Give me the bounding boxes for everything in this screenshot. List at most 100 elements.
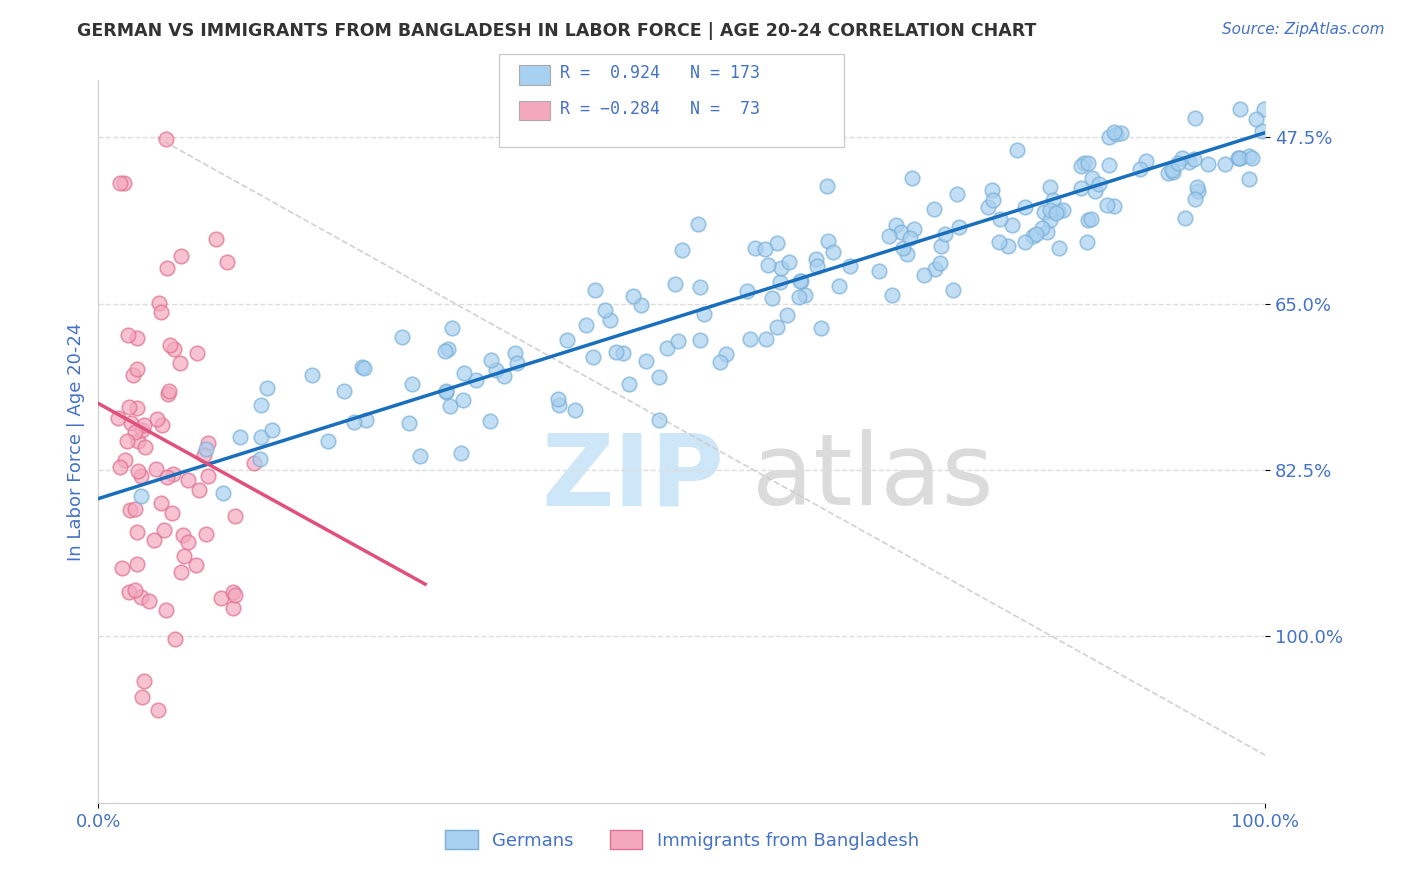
- Point: [1039, 179, 1062, 194]
- Text: R = −0.284   N =  73: R = −0.284 N = 73: [560, 100, 759, 118]
- Point: [1187, 184, 1209, 198]
- Point: [157, 384, 180, 399]
- Point: [1039, 213, 1062, 227]
- Point: [547, 398, 569, 412]
- Point: [131, 423, 153, 437]
- Point: [1088, 177, 1111, 191]
- Point: [738, 332, 761, 346]
- Point: [1070, 159, 1092, 173]
- Point: [343, 415, 366, 429]
- Point: [912, 268, 935, 283]
- Text: Source: ZipAtlas.com: Source: ZipAtlas.com: [1222, 22, 1385, 37]
- Point: [222, 600, 245, 615]
- Point: [1157, 166, 1180, 180]
- Point: [439, 400, 461, 414]
- Point: [450, 446, 472, 460]
- Point: [810, 321, 832, 335]
- Point: [350, 360, 373, 375]
- Point: [1080, 170, 1102, 185]
- Point: [453, 366, 475, 380]
- Point: [1052, 202, 1074, 217]
- Point: [621, 288, 644, 302]
- Point: [354, 413, 377, 427]
- Point: [222, 585, 245, 599]
- Text: GERMAN VS IMMIGRANTS FROM BANGLADESH IN LABOR FORCE | AGE 20-24 CORRELATION CHAR: GERMAN VS IMMIGRANTS FROM BANGLADESH IN …: [77, 22, 1036, 40]
- Point: [583, 283, 606, 297]
- Point: [689, 333, 711, 347]
- Point: [1084, 184, 1107, 198]
- Point: [1073, 155, 1095, 169]
- Point: [693, 307, 716, 321]
- Point: [890, 226, 912, 240]
- Point: [709, 355, 731, 369]
- Point: [197, 436, 219, 450]
- Point: [1161, 165, 1184, 179]
- Point: [138, 594, 160, 608]
- Point: [946, 186, 969, 201]
- Point: [896, 246, 918, 260]
- Point: [648, 413, 671, 427]
- Point: [689, 280, 711, 294]
- Point: [714, 347, 737, 361]
- Point: [787, 290, 810, 304]
- Point: [127, 464, 149, 478]
- Point: [898, 231, 921, 245]
- Point: [250, 399, 273, 413]
- Point: [122, 368, 145, 382]
- Point: [146, 411, 169, 425]
- Point: [756, 258, 779, 272]
- Point: [547, 392, 569, 406]
- Point: [131, 489, 153, 503]
- Point: [900, 171, 922, 186]
- Point: [884, 218, 907, 232]
- Point: [1237, 172, 1260, 186]
- Point: [582, 351, 605, 365]
- Point: [877, 228, 900, 243]
- Point: [170, 565, 193, 579]
- Point: [1005, 144, 1028, 158]
- Point: [1014, 200, 1036, 214]
- Point: [882, 288, 904, 302]
- Point: [987, 235, 1010, 250]
- Point: [789, 274, 811, 288]
- Point: [224, 509, 246, 524]
- Point: [1047, 203, 1070, 218]
- Point: [647, 370, 669, 384]
- Point: [125, 524, 148, 539]
- Point: [1102, 125, 1125, 139]
- Point: [224, 588, 246, 602]
- Point: [1167, 156, 1189, 170]
- Point: [156, 470, 179, 484]
- Point: [686, 218, 709, 232]
- Point: [478, 414, 501, 428]
- Point: [155, 603, 177, 617]
- Point: [790, 274, 813, 288]
- Point: [1045, 205, 1067, 219]
- Point: [1033, 204, 1056, 219]
- Point: [391, 330, 413, 344]
- Point: [398, 417, 420, 431]
- Point: [205, 232, 228, 246]
- Point: [988, 212, 1011, 227]
- Point: [1178, 154, 1201, 169]
- Point: [153, 524, 176, 538]
- Point: [924, 202, 946, 217]
- Point: [775, 308, 797, 322]
- Point: [778, 255, 800, 269]
- Point: [159, 338, 181, 352]
- Point: [839, 259, 862, 273]
- Point: [828, 279, 851, 293]
- Point: [755, 332, 778, 346]
- Point: [492, 369, 515, 384]
- Point: [186, 345, 208, 359]
- Point: [193, 449, 215, 463]
- Point: [564, 403, 586, 417]
- Point: [1184, 111, 1206, 125]
- Point: [924, 262, 946, 277]
- Point: [821, 244, 844, 259]
- Point: [1160, 162, 1182, 177]
- Point: [1031, 221, 1053, 235]
- Point: [948, 219, 970, 234]
- Point: [132, 674, 155, 689]
- Point: [163, 632, 186, 646]
